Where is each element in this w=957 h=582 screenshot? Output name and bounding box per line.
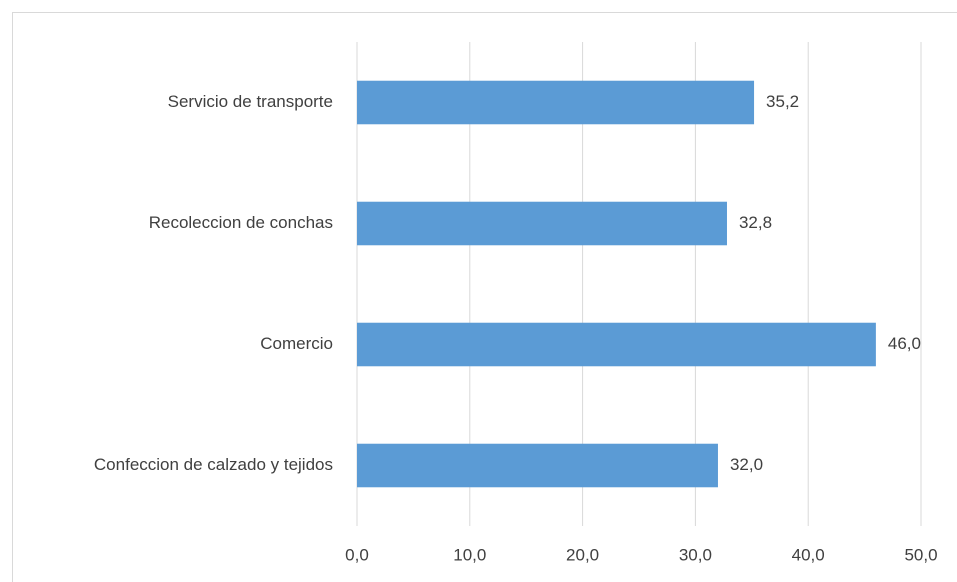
y-tick-label: Comercio	[260, 334, 333, 353]
x-tick-label: 30,0	[679, 545, 712, 564]
bar	[357, 80, 755, 125]
x-tick-label: 20,0	[566, 545, 599, 564]
x-tick-label: 0,0	[345, 545, 369, 564]
y-tick-label: Servicio de transporte	[168, 92, 333, 111]
x-tick-label: 10,0	[453, 545, 486, 564]
x-tick-label: 50,0	[904, 545, 937, 564]
data-label: 35,2	[766, 92, 799, 111]
data-label: 46,0	[888, 334, 921, 353]
chart-border	[12, 12, 957, 582]
y-tick-label: Recoleccion de conchas	[149, 213, 333, 232]
y-tick-label: Confeccion de calzado y tejidos	[94, 455, 333, 474]
data-label: 32,0	[730, 455, 763, 474]
bar	[357, 201, 727, 246]
bar	[357, 322, 876, 367]
x-tick-label: 40,0	[792, 545, 825, 564]
bar	[357, 443, 718, 488]
data-label: 32,8	[739, 213, 772, 232]
